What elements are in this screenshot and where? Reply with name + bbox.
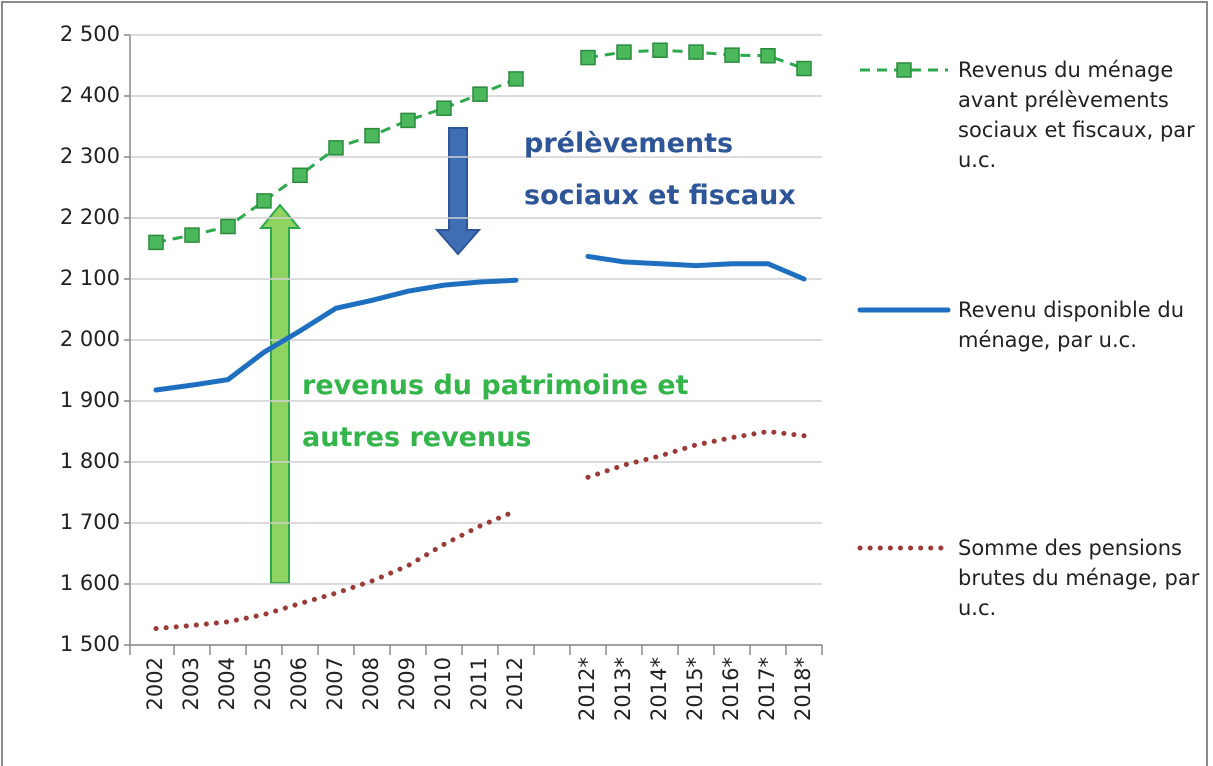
- legend-label: Revenus du ménage avant prélèvements soc…: [958, 58, 1195, 172]
- x-tick-label: 2012: [503, 657, 527, 710]
- legend-marker: [896, 62, 912, 78]
- series-line: [153, 508, 519, 632]
- marker: [652, 42, 668, 58]
- x-tick-label: 2015*: [683, 657, 707, 721]
- x-tick-label: 2009: [395, 657, 419, 710]
- marker: [688, 44, 704, 60]
- y-tick-label: 2 500: [60, 22, 120, 46]
- marker: [508, 71, 524, 87]
- x-tick-label: 2011: [467, 657, 491, 710]
- x-tick-label: 2016*: [719, 657, 743, 721]
- x-tick-label: 2003: [179, 657, 203, 710]
- legend-label: Somme des pensions brutes du ménage, par…: [958, 536, 1200, 620]
- x-tick-label: 2006: [287, 657, 311, 710]
- down-arrow: [434, 127, 482, 256]
- y-tick-label: 2 000: [60, 327, 120, 351]
- up-arrow: [258, 203, 302, 584]
- y-tick-label: 2 100: [60, 266, 120, 290]
- x-tick-label: 2005: [251, 657, 275, 710]
- x-tick-label: 2017*: [755, 657, 779, 721]
- x-tick-label: 2008: [359, 657, 383, 710]
- y-tick-label: 2 200: [60, 205, 120, 229]
- x-tick-label: 2014*: [647, 657, 671, 721]
- y-tick-label: 2 400: [60, 83, 120, 107]
- y-tick-label: 1 800: [60, 449, 120, 473]
- x-tick-label: 2007: [323, 657, 347, 710]
- marker: [292, 167, 308, 184]
- marker: [220, 218, 236, 235]
- marker: [760, 47, 776, 64]
- series-line: [153, 277, 519, 393]
- x-tick-label: 2002: [143, 657, 167, 710]
- marker: [616, 44, 632, 60]
- marker: [724, 47, 740, 63]
- marker: [148, 234, 164, 251]
- x-tick-label: 2004: [215, 657, 239, 710]
- y-tick-label: 1 500: [60, 632, 120, 656]
- annotation: revenus du patrimoine et autres revenus: [302, 370, 689, 453]
- legend-label: Revenu disponible du ménage, par u.c.: [958, 298, 1185, 352]
- x-tick-label: 2012*: [575, 657, 599, 721]
- marker: [364, 127, 380, 144]
- marker: [796, 60, 812, 77]
- x-tick-label: 2013*: [611, 657, 635, 721]
- annotation: prélèvements sociaux et fiscaux: [524, 128, 796, 211]
- y-tick-label: 1 600: [60, 571, 120, 595]
- marker: [184, 227, 200, 243]
- y-tick-label: 2 300: [60, 144, 120, 168]
- marker: [472, 86, 488, 102]
- y-tick-label: 1 700: [60, 510, 120, 534]
- marker: [328, 140, 344, 156]
- marker: [580, 49, 596, 66]
- series-line: [585, 253, 807, 282]
- y-tick-label: 1 900: [60, 388, 120, 412]
- x-tick-label: 2010: [431, 657, 455, 710]
- marker: [436, 100, 452, 116]
- marker: [400, 112, 416, 129]
- marker: [256, 193, 272, 209]
- x-tick-label: 2018*: [791, 657, 815, 721]
- series-line: [585, 428, 807, 480]
